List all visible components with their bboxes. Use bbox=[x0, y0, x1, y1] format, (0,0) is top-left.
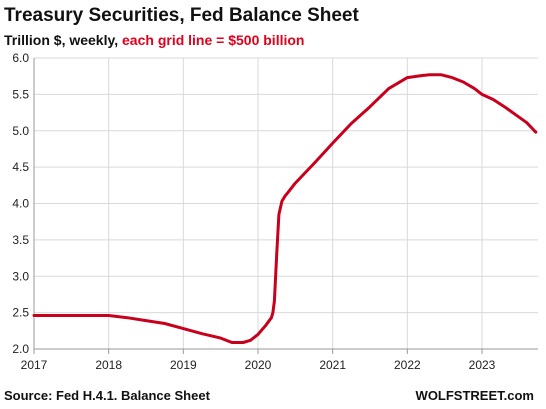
y-tick-label: 2.0 bbox=[12, 342, 29, 356]
x-tick-labels: 2017 2018 2019 2020 2021 2022 2023 bbox=[21, 358, 496, 372]
series-line bbox=[32, 73, 538, 344]
y-tick-label: 4.5 bbox=[12, 160, 29, 174]
y-tick-label: 3.0 bbox=[12, 269, 29, 283]
x-tick-label: 2017 bbox=[21, 358, 48, 372]
x-tick-label: 2018 bbox=[95, 358, 122, 372]
axes bbox=[33, 58, 538, 354]
y-tick-label: 6.0 bbox=[12, 51, 29, 65]
x-tick-label: 2020 bbox=[245, 358, 272, 372]
y-tick-labels: 2.0 2.5 3.0 3.5 4.0 4.5 5.0 5.5 6.0 bbox=[12, 51, 29, 356]
series-layer bbox=[32, 73, 538, 344]
y-tick-label: 5.0 bbox=[12, 124, 29, 138]
x-tick-label: 2021 bbox=[319, 358, 346, 372]
subtitle-grid-note: each grid line = $500 billion bbox=[122, 32, 305, 48]
x-tick-label: 2022 bbox=[394, 358, 421, 372]
y-tick-label: 2.5 bbox=[12, 306, 29, 320]
x-tick-label: 2023 bbox=[469, 358, 496, 372]
x-tick-label: 2019 bbox=[170, 358, 197, 372]
brand-credit: WOLFSTREET.com bbox=[415, 388, 534, 403]
subtitle-units: Trillion $, weekly, bbox=[4, 32, 123, 48]
y-tick-label: 5.5 bbox=[12, 87, 29, 101]
source-note: Source: Fed H.4.1. Balance Sheet bbox=[4, 388, 210, 403]
chart-title: Treasury Securities, Fed Balance Sheet bbox=[4, 5, 359, 26]
y-tick-label: 3.5 bbox=[12, 233, 29, 247]
y-tick-label: 4.0 bbox=[12, 197, 29, 211]
gridlines bbox=[34, 57, 538, 349]
chart-subtitle: Trillion $, weekly, each grid line = $50… bbox=[4, 32, 304, 48]
